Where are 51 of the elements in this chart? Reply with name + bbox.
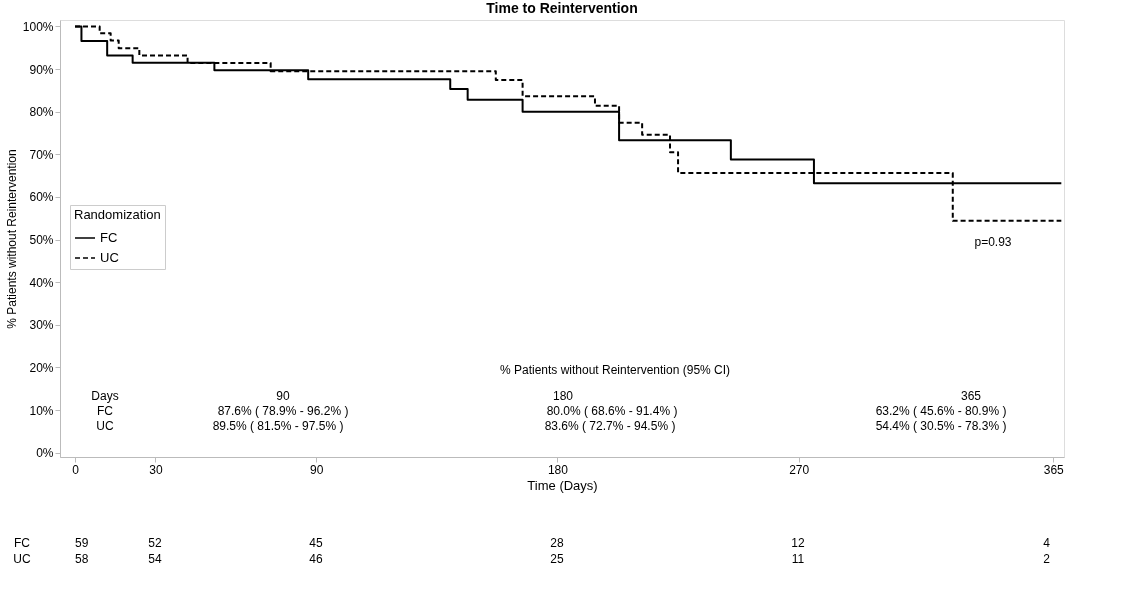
x-tick-label: 30 (149, 462, 163, 477)
text: 28 (550, 536, 564, 550)
y-tick-label: 80% (29, 105, 54, 120)
legend-title: Randomization (74, 207, 161, 222)
y-tick-label: 20% (29, 360, 54, 375)
x-tick-label: 270 (789, 462, 810, 477)
x-axis-title: Time (Days) (527, 477, 598, 493)
chart-title: Time to Reintervention (486, 0, 638, 16)
legend-label: UC (100, 250, 119, 265)
text: 25 (550, 552, 564, 566)
text: UC (13, 552, 31, 566)
text: 54 (148, 552, 162, 566)
text: 12 (791, 536, 805, 550)
annotation: p=0.93 (974, 235, 1012, 249)
annotation: FC (97, 404, 114, 418)
text: 46 (309, 552, 323, 566)
annotation: 54.4% ( 30.5% - 78.3% ) (875, 419, 1007, 433)
text: FC (14, 536, 31, 550)
y-tick-label: 0% (36, 446, 54, 461)
y-tick-label: 30% (29, 318, 54, 333)
text: 59 (75, 536, 89, 550)
x-tick-label: 0 (72, 462, 80, 477)
text: 58 (75, 552, 89, 566)
annotation: 87.6% ( 78.9% - 96.2% ) (217, 404, 349, 418)
annotation: Days (91, 389, 119, 403)
text: 52 (148, 536, 162, 550)
legend-label: FC (100, 230, 118, 245)
annotation: 180 (552, 389, 574, 403)
text: 2 (1043, 552, 1051, 566)
x-tick-label: 365 (1043, 462, 1065, 477)
annotation: 89.5% ( 81.5% - 97.5% ) (212, 419, 344, 433)
y-axis-title: % Patients without Reintervention (4, 149, 19, 329)
x-tick-label: 90 (310, 462, 324, 477)
y-tick-label: 60% (29, 190, 54, 205)
annotation: % Patients without Reintervention (95% CI) (499, 363, 731, 377)
annotation: 63.2% ( 45.6% - 80.9% ) (875, 404, 1007, 418)
y-tick-label: 100% (22, 19, 54, 34)
y-tick-label: 50% (29, 233, 54, 248)
y-tick-label: 10% (29, 403, 54, 418)
y-tick-label: 70% (29, 147, 54, 162)
y-tick-label: 40% (29, 275, 54, 290)
annotation: 83.6% ( 72.7% - 94.5% ) (544, 419, 676, 433)
text: 45 (309, 536, 323, 550)
y-tick-label: 90% (29, 62, 54, 77)
annotation: 365 (960, 389, 982, 403)
annotation: 80.0% ( 68.6% - 91.4% ) (546, 404, 678, 418)
annotation: 90 (276, 389, 290, 403)
annotation: UC (96, 419, 114, 433)
x-tick-label: 180 (547, 462, 569, 477)
text: 11 (791, 552, 805, 566)
text: 4 (1043, 536, 1051, 550)
